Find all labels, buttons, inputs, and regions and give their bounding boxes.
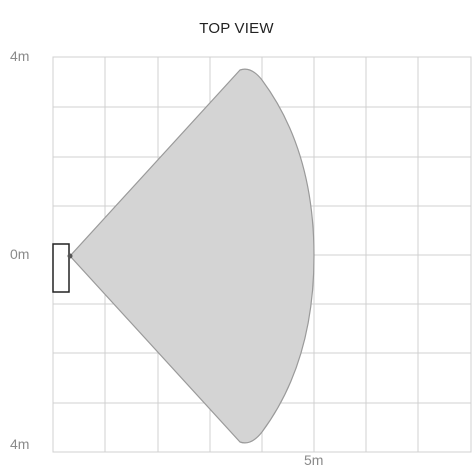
sensor-lens (67, 253, 73, 259)
x-axis-range-label: 5m (304, 452, 324, 468)
diagram-title: TOP VIEW (199, 20, 274, 37)
y-axis-bottom-label: 4m (10, 436, 30, 452)
y-axis-top-label: 4m (10, 48, 30, 64)
detection-coverage-area (69, 68, 315, 444)
y-axis-zero-label: 0m (10, 246, 30, 262)
sensor-device (52, 243, 70, 293)
